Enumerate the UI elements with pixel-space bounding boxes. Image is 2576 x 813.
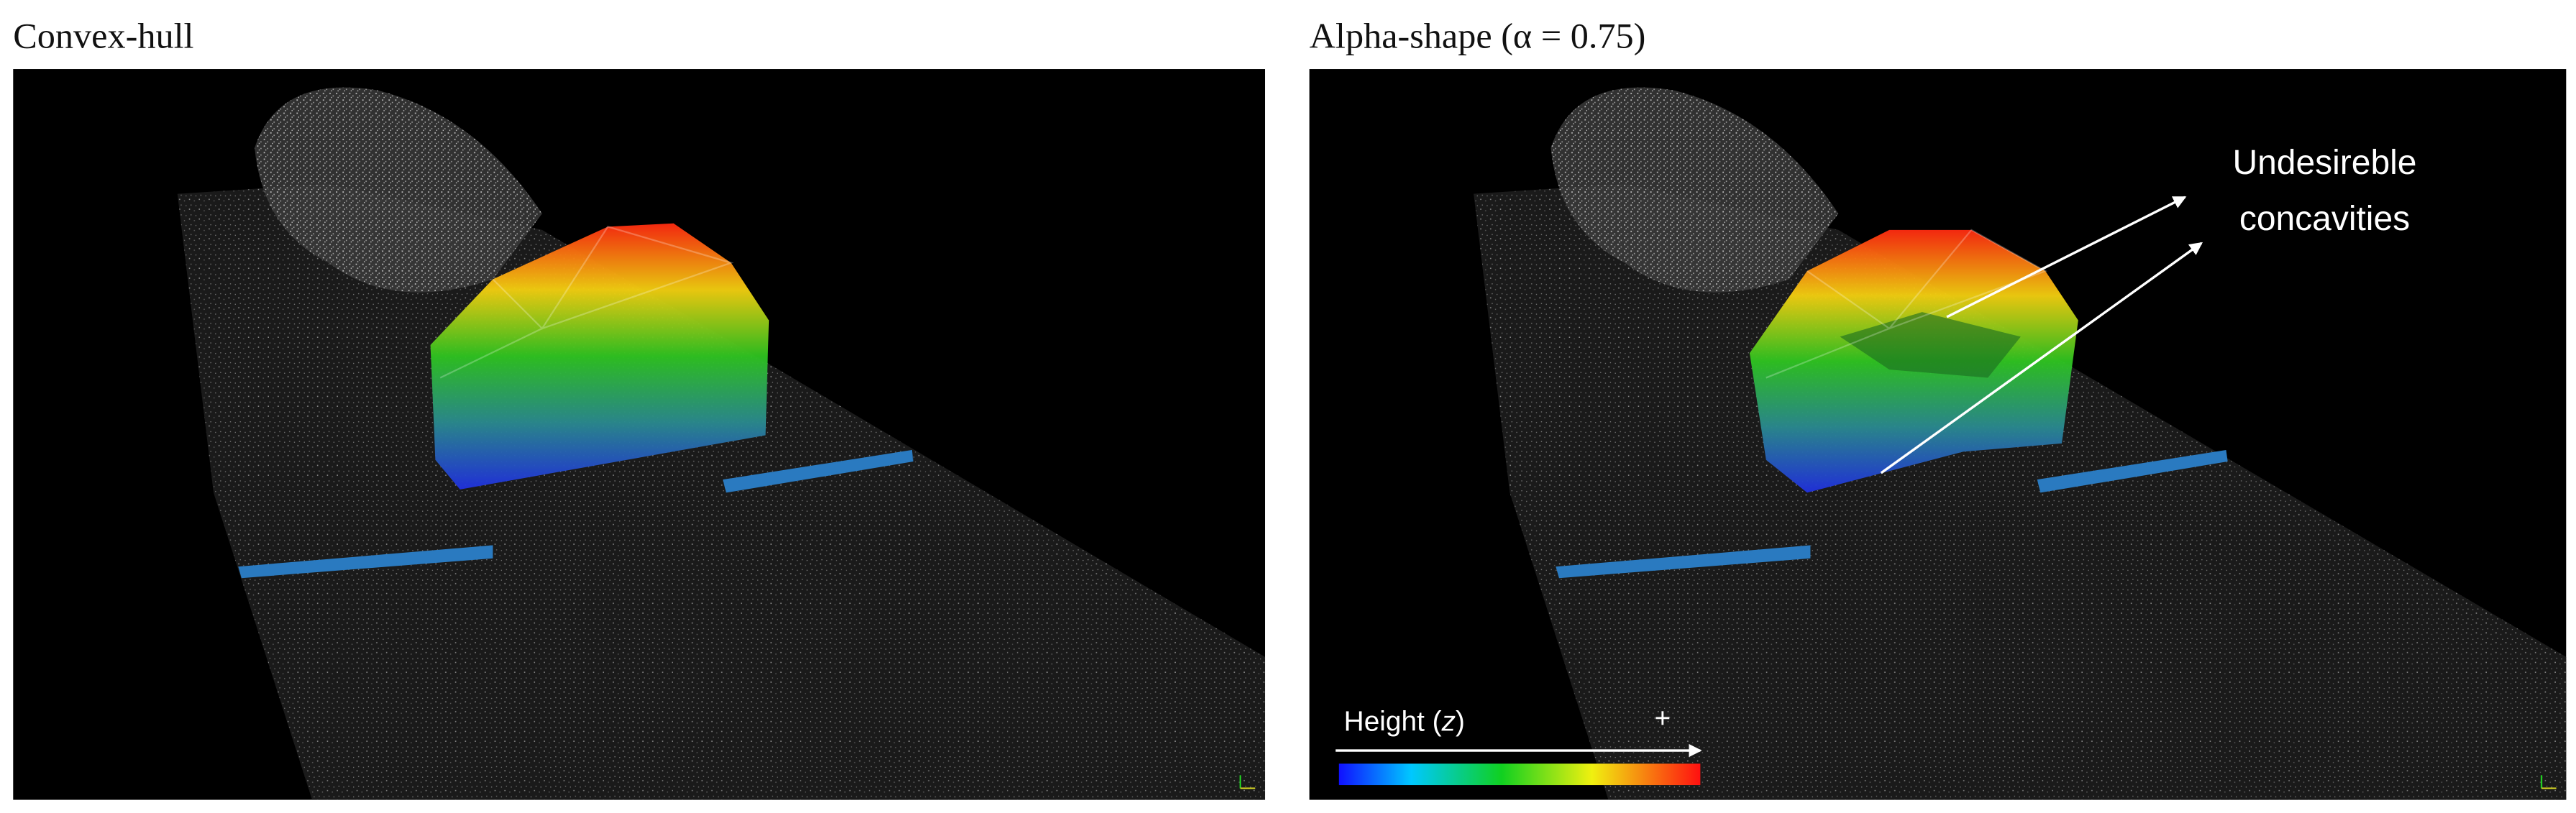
- legend-variable: z: [1441, 707, 1456, 738]
- panel-image: Undesireble concavities Height (z) +: [1309, 69, 2567, 800]
- panel-image: [13, 69, 1266, 800]
- legend-label: Height (z): [1344, 707, 1465, 738]
- annotation-text: Undesireble: [2232, 144, 2416, 182]
- legend-max: +: [1655, 703, 1671, 734]
- legend-label-text: Height (: [1344, 707, 1442, 738]
- annotation-arrow: [1946, 196, 2187, 318]
- panel-title: Alpha-shape (α = 0.75): [1310, 15, 1646, 55]
- color-bar: [1338, 763, 1701, 786]
- annotation-arrow: [1880, 242, 2203, 474]
- panel-title: Convex-hull: [13, 15, 193, 55]
- legend-label-text: ): [1456, 707, 1465, 738]
- annotation-text: concavities: [2239, 200, 2410, 238]
